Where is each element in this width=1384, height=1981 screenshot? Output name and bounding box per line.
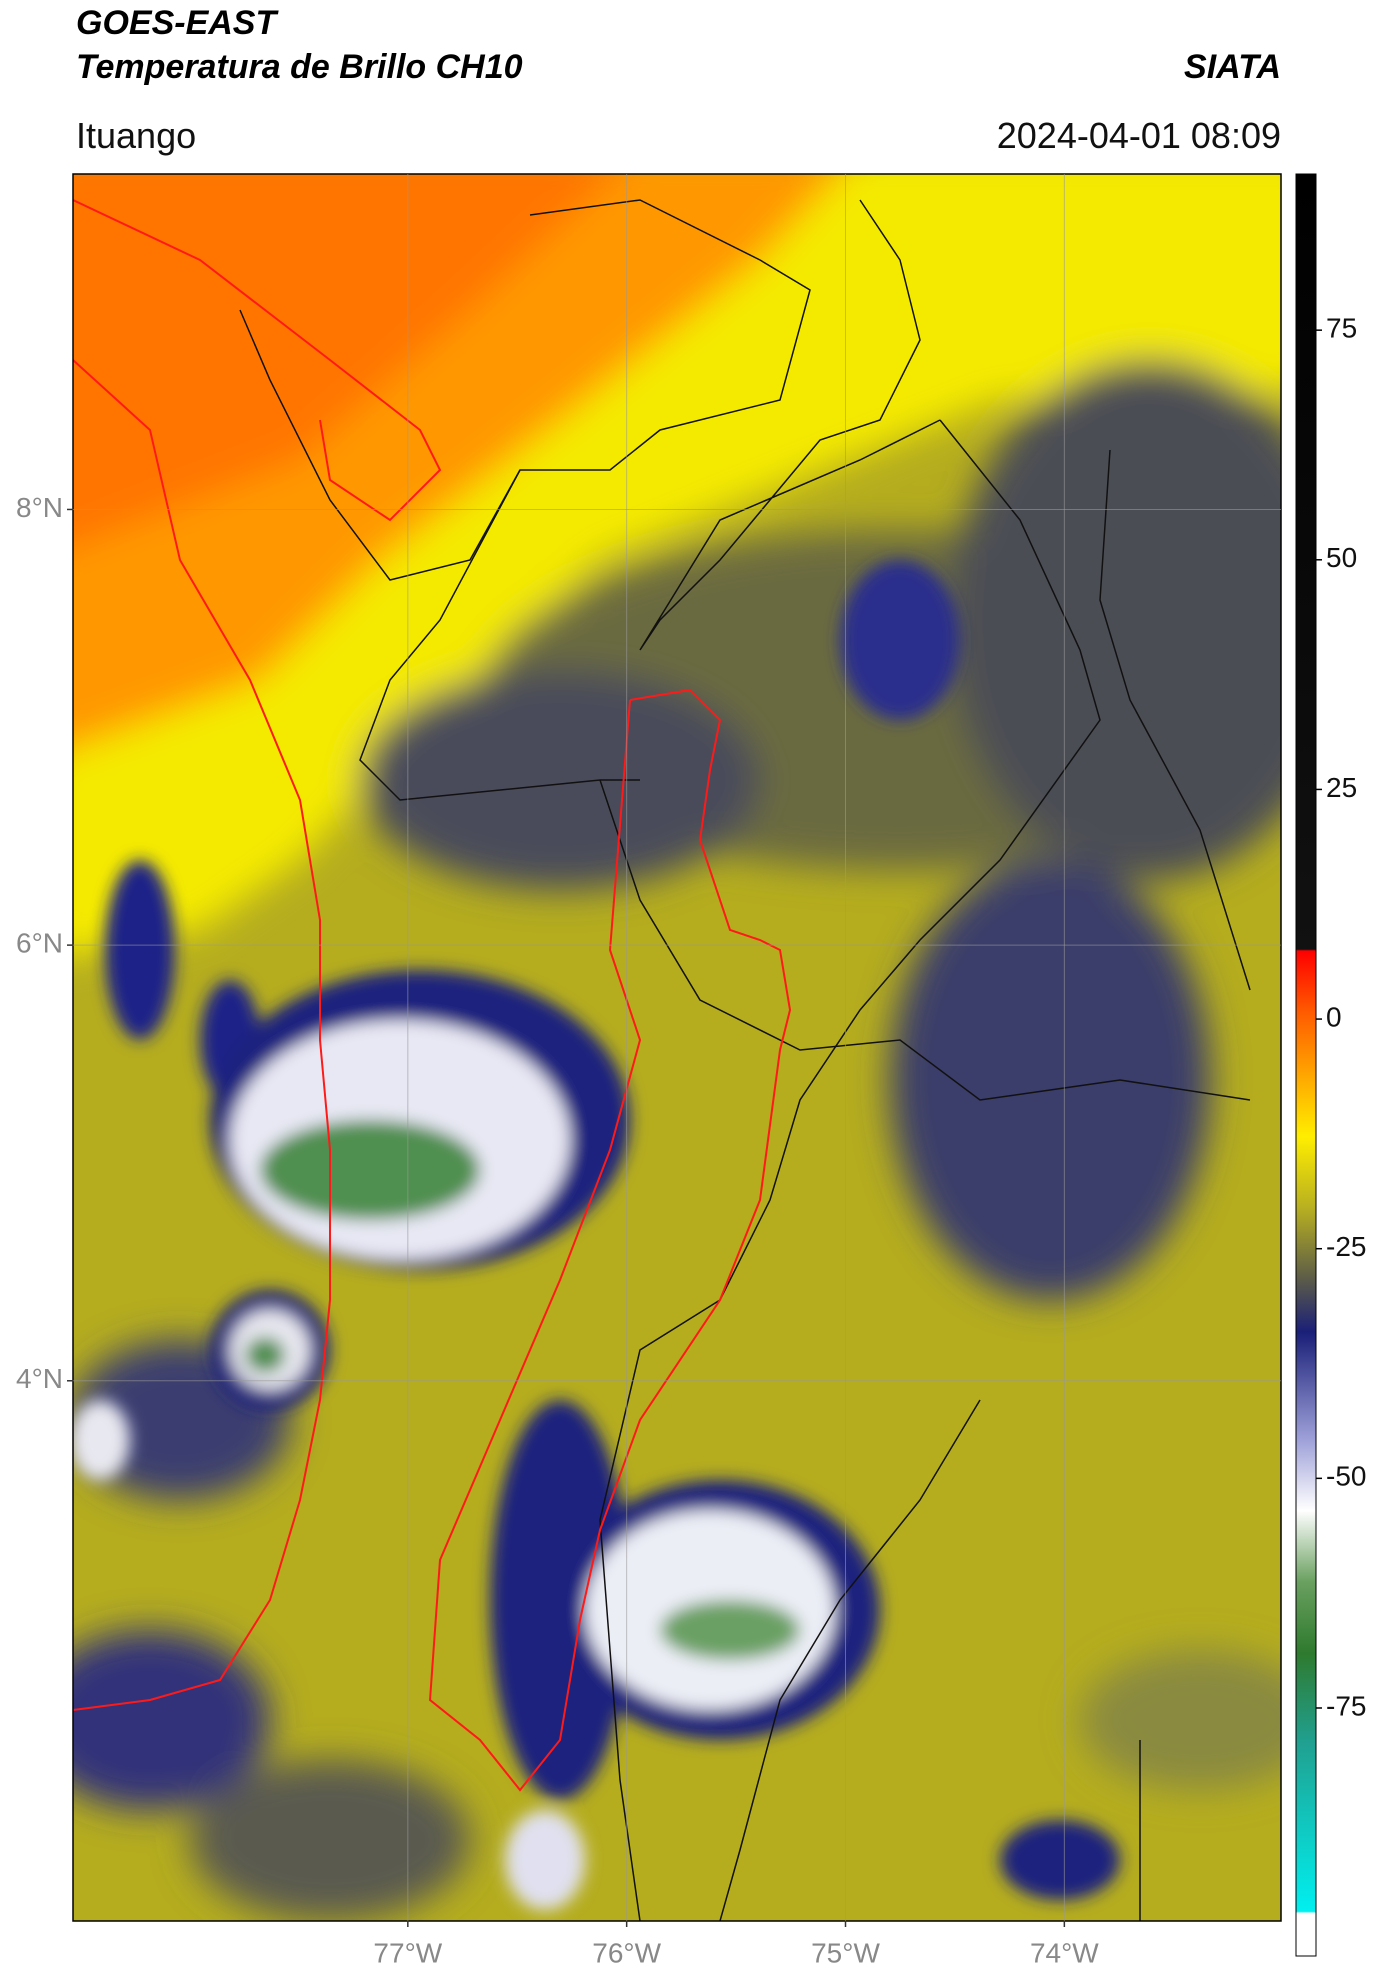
lon-tick-label: 76°W — [592, 1937, 661, 1968]
lat-tick-label: 4°N — [16, 1363, 63, 1394]
location: Ituango — [76, 115, 196, 156]
colorbar-tick-label: 25 — [1326, 772, 1357, 803]
colorbar-tick-label: 50 — [1326, 542, 1357, 573]
title: GOES-EAST — [76, 4, 279, 42]
satellite-image — [73, 174, 1281, 1921]
datetime: 2024-04-01 08:09 — [997, 115, 1281, 156]
colorbar-tick-label: 0 — [1326, 1001, 1342, 1032]
map-frame — [72, 173, 1282, 1922]
lon-tick-label: 77°W — [373, 1937, 442, 1968]
colorbar-tick-label: -25 — [1326, 1231, 1366, 1262]
colorbar-tick-label: 75 — [1326, 313, 1357, 344]
subtitle: Temperatura de Brillo CH10 — [76, 48, 523, 86]
colorbar — [1295, 173, 1317, 1957]
lon-tick-label: 74°W — [1030, 1937, 1099, 1968]
lat-tick-label: 6°N — [16, 928, 63, 959]
colorbar-tick-label: -50 — [1326, 1461, 1366, 1492]
colorbar-tick-label: -75 — [1326, 1690, 1366, 1721]
organization: SIATA — [1184, 48, 1281, 86]
lat-tick-label: 8°N — [16, 492, 63, 523]
lon-tick-label: 75°W — [811, 1937, 880, 1968]
